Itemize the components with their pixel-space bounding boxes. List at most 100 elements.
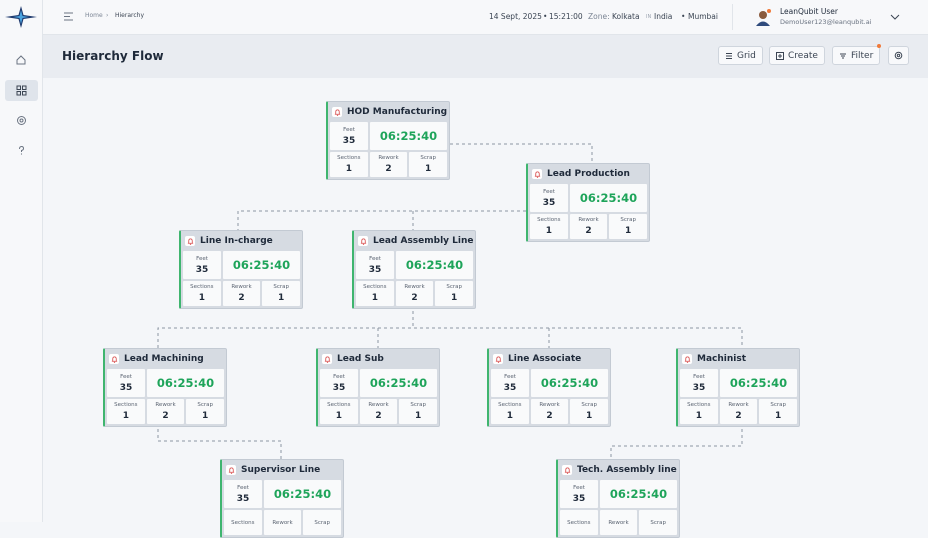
hierarchy-node[interactable]: Machinist Feet 35 06:25:40 Sections 1 Rework 2 S…: [676, 348, 800, 427]
stat-box: Scrap: [639, 510, 678, 535]
connector: [157, 429, 282, 459]
stat-label: Rework: [404, 284, 425, 290]
stat-label: Rework: [155, 402, 176, 408]
stat-value: 1: [345, 164, 352, 174]
node-header: Tech. Assembly line: [558, 460, 679, 480]
stat-box: Scrap 1: [262, 281, 301, 306]
stat-value: 1: [202, 411, 209, 421]
hierarchy-node[interactable]: HOD Manufacturing Feet 35 06:25:40 Sections 1…: [326, 101, 450, 180]
zone: Kolkata: [612, 12, 640, 21]
time: 15:21:00: [549, 12, 583, 21]
alert-icon: [358, 236, 368, 246]
menu-toggle[interactable]: [63, 11, 74, 22]
elapsed-time: 06:25:40: [156, 376, 215, 390]
metric-label: Feet: [504, 373, 516, 380]
sidebar: [0, 0, 43, 522]
settings-button[interactable]: [888, 46, 909, 65]
create-button[interactable]: Create: [769, 46, 825, 65]
alert-icon: [109, 354, 119, 364]
hierarchy-node[interactable]: Lead Machining Feet 35 06:25:40 Sections 1 Rew…: [103, 348, 227, 427]
metric-label: Feet: [237, 484, 249, 491]
time-box: 06:25:40: [223, 251, 300, 279]
metric-box: Feet 35: [224, 480, 262, 508]
metric-value: 35: [236, 493, 250, 504]
node-header: Supervisor Line: [222, 460, 343, 480]
stat-label: Rework: [608, 519, 629, 526]
metric-row: Feet 35 06:25:40: [181, 251, 302, 279]
breadcrumb-item: Hierarchy: [115, 12, 145, 19]
user-menu-toggle[interactable]: [890, 13, 900, 21]
stat-value: 1: [775, 411, 782, 421]
hierarchy-node[interactable]: Line In-charge Feet 35 06:25:40 Sections 1 Rew…: [179, 230, 303, 309]
country-code: IN: [646, 14, 652, 20]
stat-value: 1: [451, 293, 458, 303]
stat-value: 1: [695, 411, 702, 421]
user-name: LeanQubit User: [780, 7, 838, 16]
filter-indicator: [877, 44, 881, 48]
stat-box: Rework 2: [530, 399, 569, 424]
node-title: HOD Manufacturing: [347, 107, 448, 117]
stats-row: Sections Rework Scrap: [222, 508, 343, 537]
stat-value: 1: [625, 226, 632, 236]
avatar[interactable]: [754, 8, 772, 26]
filter-button[interactable]: Filter: [832, 46, 881, 65]
stat-box: Rework 2: [146, 399, 185, 424]
stat-value: 1: [586, 411, 593, 421]
metric-row: Feet 35 06:25:40: [558, 480, 679, 508]
hierarchy-node[interactable]: Lead Production Feet 35 06:25:40 Sections 1 Re…: [526, 163, 650, 242]
hierarchy-node[interactable]: Lead Assembly Line Feet 35 06:25:40 Sections…: [352, 230, 476, 309]
time-box: 06:25:40: [264, 480, 341, 508]
time-box: 06:25:40: [147, 369, 224, 397]
node-header: Line In-charge: [181, 231, 302, 251]
hierarchy-node[interactable]: Lead Sub Feet 35 06:25:40 Sections 1 Rework 2 Sc…: [316, 348, 440, 427]
active-nav[interactable]: [5, 80, 38, 101]
hierarchy-node[interactable]: Line Associate Feet 35 06:25:40 Sections 1 Rew…: [487, 348, 611, 427]
stats-row: Sections 1 Rework 2 Scrap 1: [328, 150, 449, 179]
connector: [610, 429, 743, 459]
node-title: Machinist: [697, 354, 747, 364]
topbar: Home › Hierarchy 14 Sept, 2025 • 15:21:0…: [43, 0, 928, 35]
grid-nav-icon[interactable]: [16, 85, 27, 96]
stat-label: Sections: [190, 284, 214, 290]
node-title: Tech. Assembly line: [577, 465, 677, 475]
stat-value: 1: [278, 293, 285, 303]
alert-icon: [532, 169, 542, 179]
stat-box: Scrap: [303, 510, 342, 535]
metric-label: Feet: [543, 188, 555, 195]
stat-box: Scrap 1: [435, 281, 474, 306]
home-icon[interactable]: [15, 54, 27, 66]
metric-label: Feet: [693, 373, 705, 380]
stat-label: Sections: [231, 519, 255, 526]
breadcrumb-item[interactable]: Home: [85, 12, 103, 19]
hierarchy-node[interactable]: Supervisor Line Feet 35 06:25:40 Sections Rew…: [220, 459, 344, 538]
stat-label: Scrap: [770, 402, 786, 408]
separator: •: [543, 12, 548, 21]
hierarchy-node[interactable]: Tech. Assembly line Feet 35 06:25:40 Section…: [556, 459, 680, 538]
connector: [157, 311, 743, 348]
metric-row: Feet 35 06:25:40: [678, 369, 799, 397]
elapsed-time: 06:25:40: [273, 487, 332, 501]
stats-row: Sections 1 Rework 2 Scrap 1: [181, 279, 302, 308]
node-title: Line Associate: [508, 354, 582, 364]
alert-icon: [332, 107, 342, 117]
metric-box: Feet 35: [560, 480, 598, 508]
stat-box: Rework 2: [719, 399, 758, 424]
stats-row: Sections 1 Rework 2 Scrap 1: [489, 397, 610, 426]
alert-icon: [322, 354, 332, 364]
stat-value: 2: [735, 411, 742, 421]
settings-nav-icon[interactable]: [16, 115, 27, 126]
connector: [450, 143, 593, 163]
stat-label: Sections: [337, 155, 361, 161]
stat-label: Sections: [687, 402, 711, 408]
stat-box: Rework 2: [359, 399, 398, 424]
stat-box: Scrap 1: [186, 399, 225, 424]
stat-box: Sections 1: [330, 152, 368, 177]
stat-label: Scrap: [620, 217, 636, 223]
stats-row: Sections 1 Rework 2 Scrap 1: [678, 397, 799, 426]
stat-label: Sections: [327, 402, 351, 408]
elapsed-time: 06:25:40: [729, 376, 788, 390]
metric-row: Feet 35 06:25:40: [222, 480, 343, 508]
help-nav-icon[interactable]: [16, 145, 27, 156]
grid-button[interactable]: Grid: [718, 46, 763, 65]
